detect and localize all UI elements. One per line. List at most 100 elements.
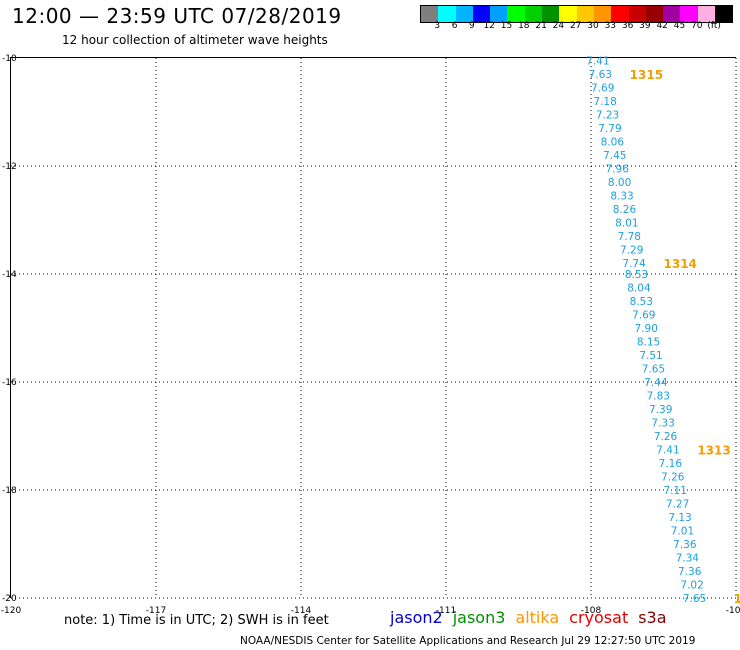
- scale-label: 70: [691, 21, 703, 31]
- scale-swatch: [611, 6, 629, 22]
- wave-height-label: 7.13: [668, 512, 691, 524]
- wave-height-label: 7.83: [647, 391, 670, 403]
- wave-height-label: 7.65: [642, 364, 665, 376]
- lat-tick-label: -18: [2, 486, 17, 496]
- wave-height-label: 7.63: [589, 69, 612, 81]
- scale-label: 3: [434, 21, 441, 31]
- wave-height-label: 7.27: [666, 499, 689, 511]
- wave-height-label: 7.26: [654, 431, 678, 443]
- wave-height-label: 8.15: [637, 337, 660, 349]
- scale-swatch: [628, 6, 646, 22]
- scale-label: 24: [552, 21, 565, 31]
- lat-tick-label: -12: [2, 162, 17, 172]
- color-scale-bar: [420, 5, 734, 23]
- scale-swatch: [472, 6, 491, 22]
- wave-height-label: 7.90: [635, 323, 658, 335]
- scale-label: (ft): [707, 21, 721, 31]
- scale-swatch: [490, 6, 508, 22]
- pass-time-label: 1315: [630, 68, 663, 82]
- wave-height-label: 8.04: [627, 283, 651, 295]
- lat-tick-label: -14: [2, 270, 17, 280]
- scale-label: 45: [673, 21, 686, 31]
- pass-time-label: 1313: [697, 444, 730, 458]
- lat-tick-label: -16: [2, 378, 17, 388]
- scale-label: 39: [639, 21, 651, 31]
- scale-swatch: [524, 6, 543, 22]
- scale-label: 15: [500, 21, 513, 31]
- pass-time-label: 1: [734, 592, 740, 606]
- wave-height-label: 7.74: [622, 258, 646, 270]
- credit-line: NOAA/NESDIS Center for Satellite Applica…: [240, 635, 696, 647]
- page-subtitle: 12 hour collection of altimeter wave hei…: [62, 33, 328, 47]
- scale-swatch: [715, 6, 733, 22]
- scale-label: 27: [569, 21, 582, 31]
- wave-height-label: 8.06: [601, 137, 625, 149]
- wave-height-label: 7.51: [639, 350, 662, 362]
- scale-swatch: [542, 6, 560, 22]
- wave-height-label: 7.41: [586, 56, 609, 68]
- wave-height-label: 8.53: [630, 296, 653, 308]
- satellite-legend-item: jason3: [452, 608, 506, 627]
- wave-height-label: 7.41: [656, 445, 679, 457]
- wave-height-label: 7.18: [593, 96, 616, 108]
- wave-height-label: 7.44: [644, 377, 668, 389]
- wave-height-label: 7.69: [591, 83, 614, 95]
- wave-height-label: 7.02: [680, 580, 703, 592]
- wave-height-label: 7.36: [673, 539, 697, 551]
- wave-height-label: 7.01: [671, 526, 694, 538]
- lon-tick-label: -114: [291, 606, 312, 616]
- scale-label: 33: [604, 21, 617, 31]
- wave-height-label: 7.34: [676, 553, 700, 565]
- wave-height-label: 7.79: [598, 123, 621, 135]
- scale-label: 6: [451, 21, 458, 31]
- wave-height-label: 7.29: [620, 245, 643, 257]
- lon-tick-label: -117: [146, 606, 166, 616]
- lat-tick-label: -20: [2, 594, 17, 604]
- satellite-legend-item: s3a: [638, 608, 667, 627]
- wave-height-label: 7.45: [603, 150, 626, 162]
- wave-height-label: 7.26: [661, 472, 685, 484]
- satellite-legend-item: jason2: [390, 608, 443, 627]
- lon-tick-label: -105: [726, 606, 740, 616]
- wave-height-label: 7.78: [618, 231, 641, 243]
- scale-swatch: [645, 6, 664, 22]
- scale-swatch: [576, 6, 594, 22]
- scale-label: 42: [656, 21, 668, 31]
- wave-height-label: 7.96: [606, 164, 630, 176]
- scale-label: 9: [469, 21, 475, 31]
- satellite-legend-item: altika: [515, 608, 560, 627]
- lon-tick-label: -111: [436, 606, 456, 616]
- pass-time-label: 1314: [664, 257, 697, 271]
- scale-swatch: [680, 6, 698, 22]
- scale-swatch: [697, 6, 716, 22]
- satellite-legend: jason2 jason3 altika cryosat s3a: [390, 608, 677, 627]
- wave-height-label: 7.33: [651, 418, 674, 430]
- map-plot: -10 -12 -14 -16 -18 -20 -120 -117 -114 -111 -108 -1…: [1, 54, 740, 616]
- scale-swatch: [593, 6, 612, 22]
- footer-note: note: 1) Time is in UTC; 2) SWH is in fe…: [64, 613, 329, 628]
- scale-label: 21: [535, 21, 547, 31]
- scale-label: 18: [518, 21, 530, 31]
- scale-swatch: [438, 6, 456, 22]
- scale-swatch: [455, 6, 473, 22]
- wave-height-label: 7.11: [664, 485, 687, 497]
- scale-swatch: [421, 6, 439, 22]
- color-scale-labels: 3 6 9 12 15 18 21 24 27 30 33 36 39 42 45 70 (ft): [420, 21, 730, 35]
- lon-tick-label: -108: [581, 606, 602, 616]
- wave-height-label: 7.36: [678, 566, 702, 578]
- wave-height-label: 7.16: [659, 458, 683, 470]
- wave-height-label: 7.65: [683, 593, 706, 605]
- scale-label: 30: [587, 21, 599, 31]
- scale-swatch: [507, 6, 525, 22]
- wave-height-label: 8.33: [610, 191, 633, 203]
- wave-height-label: 7.23: [596, 110, 619, 122]
- scale-label: 12: [483, 21, 495, 31]
- wave-height-label: 8.26: [613, 204, 637, 216]
- wave-height-label: 8.53: [625, 269, 648, 281]
- page-title: 12:00 — 23:59 UTC 07/28/2019: [12, 4, 342, 28]
- wave-height-label: 8.00: [608, 177, 631, 189]
- lon-tick-label: -120: [1, 606, 22, 616]
- wave-height-label: 8.01: [615, 218, 638, 230]
- scale-swatch: [559, 6, 577, 22]
- scale-swatch: [663, 6, 681, 22]
